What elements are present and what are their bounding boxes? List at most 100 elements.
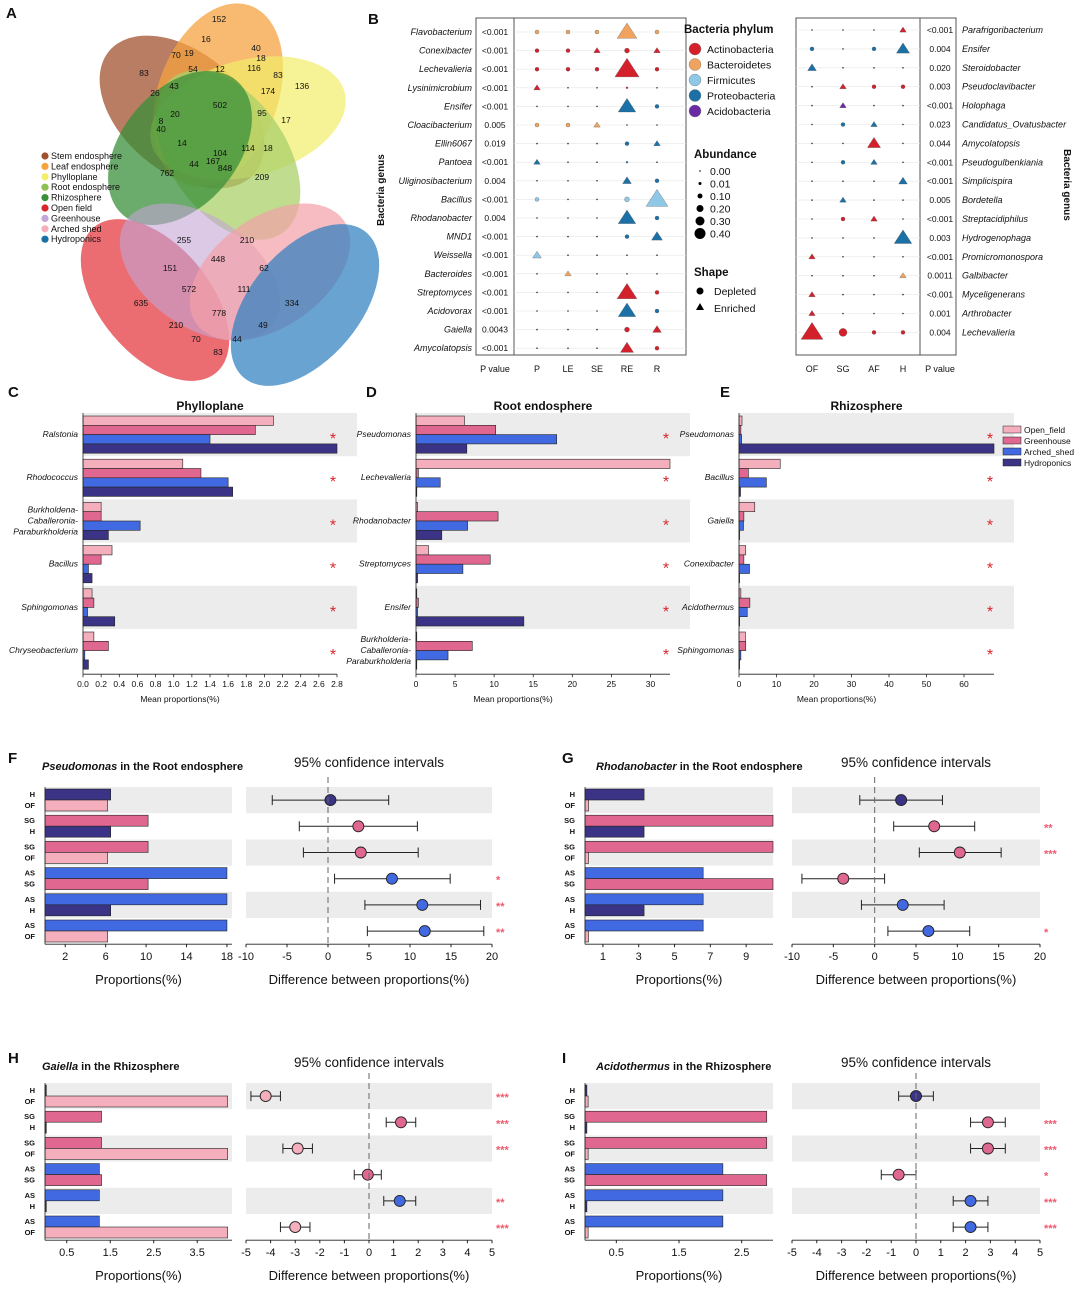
bubble-genus-label: Steroidobacter [962,63,1022,73]
bubble-mark [811,123,813,126]
bubble-genus-label: Lechevalieria [419,64,472,74]
category-label: Bacillus [705,472,735,482]
x-tick-label: 9 [743,951,749,963]
bubble-genus-label: Bordetella [962,195,1003,205]
legend-abund-swatch [694,228,706,239]
category-label: Paraburkholderia [13,526,78,536]
x-tick-label: 0.5 [59,1247,74,1259]
bubble-mark [656,161,658,163]
bar-arched_shed [738,520,744,531]
panels-f-g-h-i: F Pseudomonas in the Root endosphere 95% c… [8,750,1058,1283]
venn2-count: 572 [182,284,196,294]
bubble-mark [536,310,538,312]
significance-mark: * [330,561,336,578]
significance-mark: ** [496,927,505,939]
venn2-count: 70 [191,334,201,344]
row-band [792,839,1040,866]
pair-label: SG [564,816,575,825]
bubble-genus-label: Lechevalieria [962,327,1015,337]
diff-point [416,898,429,911]
bubble-mark [596,161,598,163]
pair-label: OF [565,853,576,862]
bubble-pvalue: 0.0043 [482,325,508,335]
x-tick-label: -4 [812,1247,822,1259]
diff-point [418,925,431,938]
bubble-col-label: AF [868,364,880,374]
bubble-genus-label: Galbibacter [962,271,1009,281]
bubble-mark [596,180,598,182]
venn2-count: 448 [211,254,225,264]
bubble-pvalue: <0.001 [482,46,509,56]
bar-sg [584,841,774,853]
legend-abund-label: 0.01 [710,179,731,191]
bubble-genus-label: Gaiella [444,325,472,335]
row-band [739,499,1014,543]
x-tick-label: 1.5 [103,1247,118,1259]
significance-mark: * [663,517,669,534]
bubble-mark [536,180,538,182]
bar-greenhouse [82,424,256,435]
panel-label: H [8,1050,19,1067]
legend-swatch [41,225,49,233]
chart-title: Phylloplane [176,399,244,413]
panel-label-b: B [368,11,379,28]
bar-h [44,788,112,801]
bubble-mark [656,124,658,126]
bubble-mark [896,42,910,54]
pair-label: H [570,906,575,915]
pair-label: H [30,1202,35,1211]
category-label: Sphingomonas [677,645,734,655]
bar-arched_shed [415,477,441,488]
venn1-count: 152 [212,14,226,24]
bubble-mark [653,47,661,53]
x-tick-label: 1.8 [240,679,252,689]
bubble-mark [811,85,813,88]
pair-label: H [570,1123,575,1132]
x-tick-label: 0.6 [132,679,144,689]
legend-label: Leaf endosphere [51,161,119,171]
diff-point [928,820,941,833]
bubble-mark [617,98,637,113]
bar-of [44,1226,228,1239]
x-axis-label-right: Difference between proportions(%) [816,972,1017,987]
diff-point [964,1194,977,1207]
bubble-genus-label: Amycolatopsis [413,343,473,353]
bubble-pvalue: <0.001 [482,269,509,279]
bubble-mark [536,347,538,350]
pair-label: OF [25,932,36,941]
bubble-pvalue: 0.004 [929,327,951,337]
x-tick-label: 3 [636,951,642,963]
bubble-mark [902,199,904,201]
significance-mark: *** [496,1223,510,1235]
legend-swatch [41,235,49,243]
x-tick-label: 18 [221,951,233,963]
bubble-genus-label: Cloacibacterium [407,120,472,130]
bar-as [44,893,228,906]
significance-mark: * [330,604,336,621]
bar-arched_shed [82,520,141,531]
bubble-mark [654,104,660,109]
bubble-pvalue: <0.001 [927,214,954,224]
category-label: Gaiella [708,515,735,525]
bar-greenhouse [415,554,491,565]
legend-label: Hydroponics [51,234,102,244]
legend-abund-swatch [696,205,704,212]
bubble-mark [893,229,913,244]
pair-label: H [570,790,575,799]
bubble-mark [871,46,877,52]
bubble-mark [536,291,538,294]
bubble-mark [626,273,628,275]
significance-mark: * [1044,927,1049,939]
x-tick-label: 20 [568,679,578,689]
diff-point [386,872,398,885]
bubble-mark [873,104,875,107]
bubble-mark [654,29,660,35]
venn1-count: 83 [273,70,283,80]
bubble-col-label: RE [621,364,634,374]
significance-mark: * [987,604,993,621]
bubble-mark [536,235,538,238]
category-label: Conexibacter [684,559,735,569]
bubble-genus-label: Rhodanobacter [410,213,473,223]
pair-label: AS [565,921,575,930]
